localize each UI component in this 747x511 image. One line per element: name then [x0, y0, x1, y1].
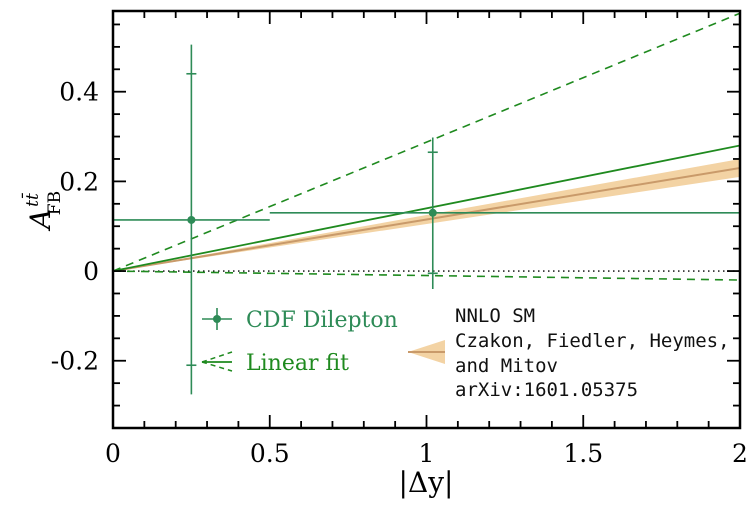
- y-axis-label-sub: FB: [45, 191, 65, 215]
- annotation-line-4: arXiv:1601.05375: [455, 379, 638, 401]
- data-marker: [187, 215, 196, 224]
- annotation-line-3: and Mitov: [455, 355, 558, 377]
- y-axis-label-main: A: [24, 209, 57, 232]
- legend-data-label: CDF Dilepton: [246, 308, 398, 333]
- x-axis-label: |Δy|: [399, 466, 454, 499]
- axis-tick-labels: 0 0.5 1 1.5 2 -0.2 0 0.2 0.4: [51, 78, 747, 468]
- legend-nnlo-symbol: [408, 340, 445, 364]
- nnlo-center-line: [113, 166, 740, 273]
- data-points: [113, 44, 740, 395]
- data-point-1: [113, 44, 270, 395]
- axis-ticks: [112, 11, 741, 428]
- legend: CDF Dilepton Linear fit: [201, 308, 445, 376]
- nnlo-annotation: NNLO SM Czakon, Fiedler, Heymes, and Mit…: [455, 305, 730, 401]
- x-tick-label: 0: [105, 439, 121, 468]
- data-point-2: [269, 137, 740, 289]
- data-marker: [428, 208, 437, 217]
- y-tick-label: 0.4: [59, 78, 99, 107]
- fit-central-line: [113, 144, 740, 272]
- legend-data-symbol: [202, 308, 232, 330]
- fit-upper-line: [113, 12, 740, 272]
- y-axis-label-super: tt̄: [20, 193, 43, 207]
- svg-text:Att̄FB: Att̄ FB: [20, 191, 65, 232]
- y-tick-label: 0: [83, 257, 99, 286]
- annotation-line-1: NNLO SM: [455, 305, 535, 327]
- y-axis-label: Att̄ FB: [20, 191, 65, 232]
- fit-lower-line: [113, 270, 740, 281]
- y-tick-label: -0.2: [51, 347, 99, 376]
- x-tick-label: 1.5: [563, 439, 603, 468]
- annotation-line-2: Czakon, Fiedler, Heymes,: [455, 330, 730, 352]
- legend-fit-label: Linear fit: [246, 351, 349, 376]
- x-tick-label: 1: [419, 439, 435, 468]
- y-tick-label: 0.2: [59, 167, 99, 196]
- x-tick-label: 0.5: [250, 439, 290, 468]
- x-tick-label: 2: [732, 439, 747, 468]
- legend-fit-symbol: [201, 351, 233, 372]
- nnlo-band: [113, 158, 740, 272]
